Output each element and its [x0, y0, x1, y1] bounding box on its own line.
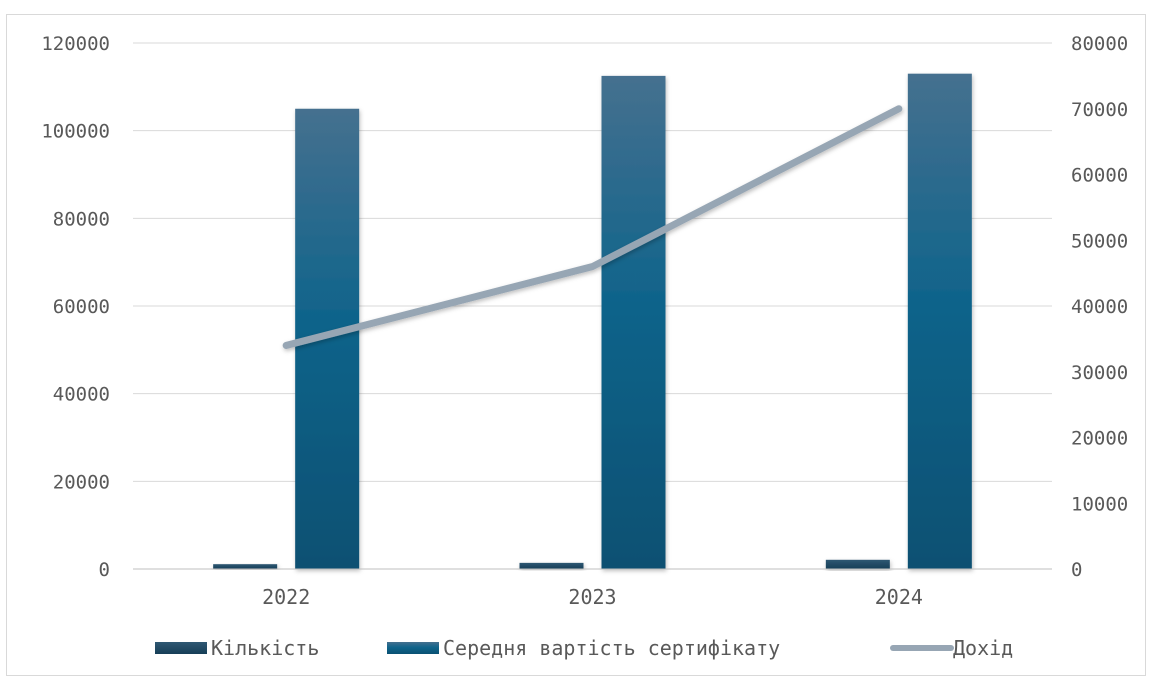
x-tick-label: 2023	[568, 585, 616, 609]
bars	[213, 73, 972, 569]
gridlines	[133, 42, 1052, 482]
y-left-tick-label: 20000	[53, 471, 110, 493]
axes: 0 20000 40000 60000 80000 100000 120000 0 10000 2…	[41, 33, 1128, 609]
y-left-tick-label: 80000	[53, 208, 110, 230]
bar-count	[519, 562, 584, 569]
y-right-tick-label: 20000	[1071, 428, 1128, 450]
line-series	[282, 105, 903, 349]
y-right-tick-label: 30000	[1071, 362, 1128, 384]
y-left-tick-label: 100000	[41, 121, 110, 143]
legend-label: Дохід	[953, 636, 1013, 660]
y-right-tick-label: 70000	[1071, 99, 1128, 121]
line-revenue	[282, 105, 903, 349]
x-tick-label: 2024	[875, 585, 923, 609]
y-left-tick-label: 120000	[41, 33, 110, 55]
legend-label: Середня вартість сертифікату	[443, 636, 780, 660]
y-left-tick-label: 0	[99, 559, 110, 581]
bar-count	[213, 564, 278, 569]
y-right-tick-label: 40000	[1071, 296, 1128, 318]
legend-swatch	[155, 642, 207, 654]
legend: Кількість Середня вартість сертифікату Дох…	[155, 636, 1013, 660]
y-right-tick-label: 80000	[1071, 33, 1128, 55]
x-tick-label: 2022	[262, 585, 310, 609]
bar-avg-cost	[907, 73, 972, 569]
legend-label: Кількість	[211, 636, 319, 660]
y-left-tick-label: 40000	[53, 384, 110, 406]
y-right-tick-label: 0	[1071, 559, 1082, 581]
y-left-tick-label: 60000	[53, 296, 110, 318]
y-right-tick-label: 50000	[1071, 230, 1128, 252]
y-right-tick-label: 60000	[1071, 165, 1128, 187]
y-right-tick-label: 10000	[1071, 493, 1128, 515]
bar-avg-cost	[601, 75, 666, 569]
legend-swatch	[387, 642, 439, 654]
bar-count	[825, 559, 890, 569]
